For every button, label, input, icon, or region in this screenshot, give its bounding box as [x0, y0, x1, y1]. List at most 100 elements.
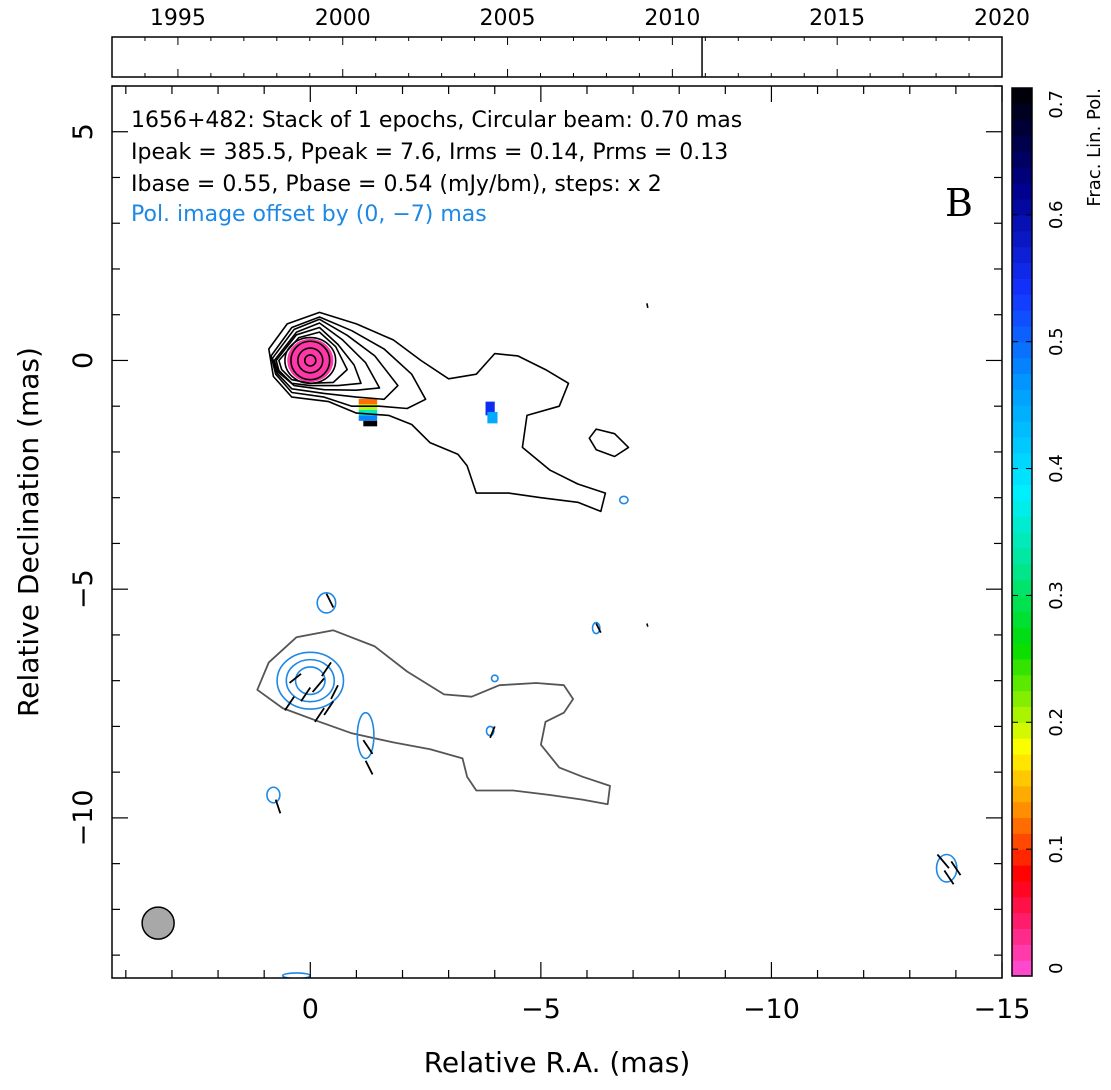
colorbar-tick-label: 0.6	[1046, 201, 1067, 230]
polarization-contour	[618, 495, 629, 505]
evpa-tick	[323, 700, 335, 716]
polarization-contour	[276, 651, 345, 710]
polarization-contour	[294, 666, 326, 696]
polarization-contour	[591, 621, 601, 635]
evpa-tick	[595, 623, 602, 634]
colorbar-band	[1012, 421, 1032, 438]
intensity-contour	[588, 428, 630, 458]
colorbar-band	[1012, 627, 1032, 644]
x-tick-label: −15	[974, 994, 1031, 1025]
colorbar-band	[1012, 357, 1032, 375]
colorbar-band	[1012, 738, 1032, 755]
colorbar-band	[1012, 880, 1032, 898]
colorbar-band	[1012, 246, 1032, 264]
offset-intensity-outline	[256, 629, 611, 806]
header-line-1: 1656+482: Stack of 1 epochs, Circular be…	[131, 108, 742, 133]
evpa-tick	[314, 707, 325, 723]
intensity-contour	[646, 303, 649, 309]
x-tick-label: 0	[302, 994, 319, 1025]
intensity-contour	[278, 331, 348, 385]
intensity-contour	[646, 623, 649, 627]
pol-pixel	[358, 415, 378, 421]
evpa-tick	[300, 687, 312, 702]
colorbar-band	[1012, 389, 1032, 406]
intensity-contour	[284, 336, 337, 385]
intensity-contour	[271, 318, 399, 401]
intensity-contour	[268, 311, 607, 513]
colorbar-tick-label: 0.2	[1046, 708, 1067, 737]
colorbar-band	[1012, 547, 1032, 565]
polarization-contour	[316, 592, 337, 614]
plot-frame	[111, 85, 1003, 979]
colorbar-tick-label: 0.4	[1046, 454, 1067, 483]
pol-pixel	[487, 411, 498, 424]
timeline-year-label: 2015	[809, 6, 865, 31]
colorbar-band	[1012, 690, 1032, 708]
x-tick-label: −5	[521, 994, 561, 1025]
colorbar-band	[1012, 754, 1032, 771]
polarization-contour	[285, 658, 336, 703]
timeline-year-label: 2010	[644, 6, 700, 31]
evpa-tick	[325, 593, 335, 608]
colorbar-band	[1012, 183, 1032, 200]
colorbar-band	[1012, 151, 1032, 168]
colorbar-band	[1012, 436, 1032, 454]
colorbar-band	[1012, 817, 1032, 834]
colorbar-band	[1012, 643, 1032, 660]
intensity-contour	[270, 316, 427, 410]
colorbar-band	[1012, 801, 1032, 819]
pol-pixel	[358, 409, 378, 416]
colorbar-band	[1012, 706, 1032, 723]
timeline-year-label: 2000	[315, 6, 371, 31]
evpa-tick	[274, 799, 282, 814]
colorbar-band	[1012, 896, 1032, 914]
colorbar-band	[1012, 310, 1032, 327]
timeline-year-label: 1995	[150, 6, 206, 31]
x-tick-label: −10	[743, 994, 800, 1025]
timeline-year-label: 2005	[480, 6, 536, 31]
intensity-contours	[268, 303, 649, 627]
colorbar-band	[1012, 532, 1032, 549]
intensity-contour	[303, 354, 317, 367]
timeline-frame	[111, 36, 1003, 78]
y-tick-label: −10	[68, 789, 99, 846]
colorbar-band	[1012, 452, 1032, 470]
polarization-contour	[266, 786, 281, 804]
map-plot: 0 −5 −10 −15 5 0 −5 −10 1656+482: Stack of 1 e…	[68, 85, 1031, 1025]
colorbar-band	[1012, 849, 1032, 866]
colorbar-band	[1012, 325, 1032, 343]
colorbar-band	[1012, 119, 1032, 137]
colorbar-band	[1012, 294, 1032, 311]
colorbar-tick-label: 0.7	[1046, 90, 1067, 119]
colorbar-band	[1012, 833, 1032, 850]
intensity-contour	[275, 326, 362, 387]
polarization-contour	[490, 674, 499, 683]
colorbar-band	[1012, 341, 1032, 359]
colorbar-band	[1012, 468, 1032, 486]
y-tick-label: 0	[68, 352, 99, 369]
evpa-tick	[943, 870, 955, 885]
pol-pixel	[358, 398, 378, 405]
header-line-2: Ipeak = 385.5, Ppeak = 7.6, Irms = 0.14,…	[131, 140, 728, 165]
pol-pixel	[485, 401, 495, 416]
colorbar-band	[1012, 88, 1032, 105]
colorbar-band	[1012, 405, 1032, 422]
colorbar-tick-label: 0	[1046, 963, 1067, 974]
colorbar-band	[1012, 516, 1032, 533]
evpa-tick	[936, 853, 950, 869]
evpa-tick	[364, 760, 374, 775]
evpa-tick	[489, 726, 496, 739]
y-axis-title: Relative Declination (mas)	[12, 347, 45, 717]
polarization-contour	[935, 853, 958, 883]
colorbar-band	[1012, 611, 1032, 628]
colorbar-band	[1012, 769, 1032, 787]
y-tick-label: −5	[68, 569, 99, 609]
colorbar-band	[1012, 135, 1032, 153]
colorbar-band	[1012, 928, 1032, 945]
colorbar-title: Frac. Lin. Pol.	[1084, 88, 1105, 207]
colorbar-frame	[1011, 87, 1033, 977]
colorbar-band	[1012, 563, 1032, 581]
evpa-ticks	[274, 593, 962, 885]
colorbar-band	[1012, 579, 1032, 597]
